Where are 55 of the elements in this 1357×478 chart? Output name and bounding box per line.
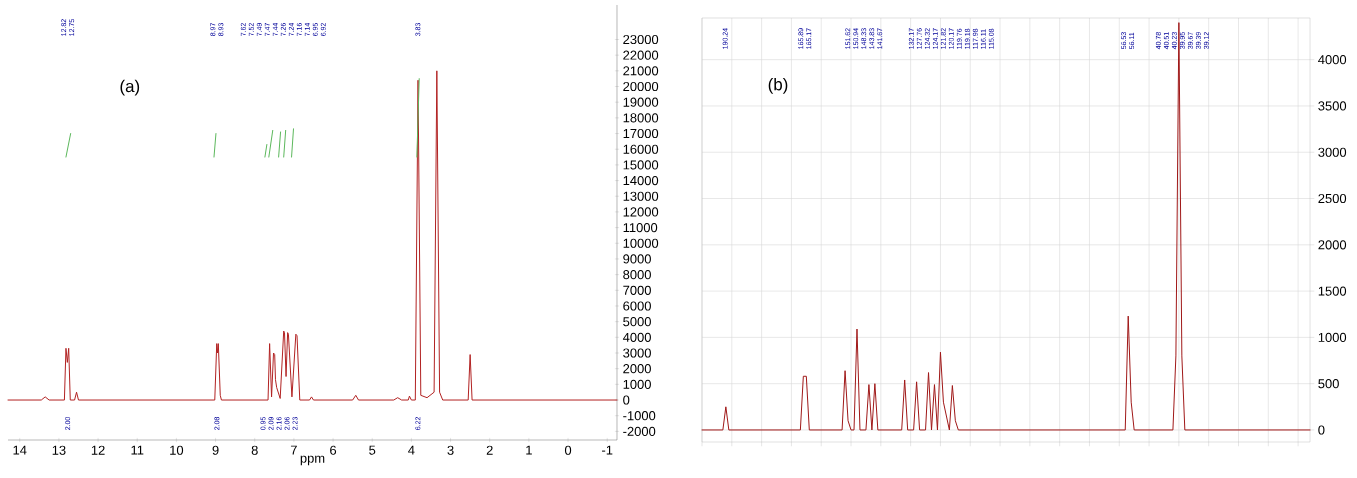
y-tick-label: 1500 — [1318, 286, 1347, 296]
y-tick-label: 3500 — [1318, 101, 1347, 111]
x-tick-label: -1 — [602, 445, 613, 455]
x-tick-label: 14 — [13, 445, 27, 455]
y-tick-label: 4000 — [1318, 55, 1347, 65]
y-tick-label: 1000 — [623, 379, 651, 389]
y-tick-label: 6000 — [623, 301, 651, 311]
x-tick-label: 10 — [170, 445, 184, 455]
y-tick-label: 12000 — [623, 207, 659, 217]
x-tick-label: 5 — [369, 445, 376, 455]
line-series — [7, 70, 618, 401]
x-tick-label: 6 — [330, 445, 337, 455]
y-tick-label: 8000 — [623, 270, 651, 280]
y-tick-label: 500 — [1318, 379, 1339, 389]
y-tick-label: 16000 — [623, 144, 659, 154]
y-tick-label: 2000 — [623, 364, 651, 374]
y-tick-label: 10000 — [623, 238, 659, 248]
y-tick-label: 15000 — [623, 160, 659, 170]
y-tick-label: 22000 — [623, 50, 659, 60]
y-tick-label: 19000 — [623, 97, 659, 107]
y-tick-label: 21000 — [623, 66, 659, 76]
x-tick-label: 2 — [486, 445, 493, 455]
x-tick-label: 13 — [52, 445, 66, 455]
y-tick-label: 14000 — [623, 175, 659, 186]
y-tick-label: 2500 — [1318, 193, 1347, 204]
y-tick-label: 4000 — [622, 332, 651, 342]
x-tick-label: 1 — [526, 445, 532, 455]
x-tick-label: 9 — [212, 445, 219, 455]
y-tick-label: 2000 — [1318, 240, 1347, 250]
y-tick-label: 9000 — [623, 254, 651, 264]
x-tick-label: 11 — [131, 445, 144, 455]
y-tick-label: 3000 — [1318, 147, 1347, 157]
y-tick-label: 0 — [623, 395, 630, 405]
y-tick-label: 18000 — [623, 113, 659, 123]
y-tick-label: 17000 — [623, 128, 659, 139]
y-tick-label: 23000 — [623, 34, 659, 45]
y-tick-label: 7000 — [623, 285, 651, 295]
x-axis-title: ppm — [300, 455, 325, 466]
y-tick-label: 1000 — [1318, 332, 1347, 342]
x-tick-label: 0 — [564, 445, 572, 455]
x-tick-label: 8 — [251, 445, 258, 455]
x-tick-label: 12 — [91, 445, 105, 455]
y-tick-label: -1000 — [623, 411, 656, 421]
x-tick-label: 3 — [447, 445, 454, 455]
y-tick-label: 20000 — [623, 81, 659, 92]
text: (a) — [120, 79, 140, 96]
y-tick-label: 0 — [1318, 425, 1325, 435]
x-tick-label: 4 — [408, 445, 415, 455]
x-tick-label: 7 — [290, 445, 297, 455]
y-tick-label: -2000 — [623, 426, 656, 436]
y-tick-label: 5000 — [623, 317, 651, 327]
y-tick-label: 11000 — [623, 223, 658, 233]
y-tick-label: 13000 — [623, 191, 659, 201]
text: (b) — [768, 77, 788, 94]
y-tick-label: 3000 — [623, 348, 651, 358]
